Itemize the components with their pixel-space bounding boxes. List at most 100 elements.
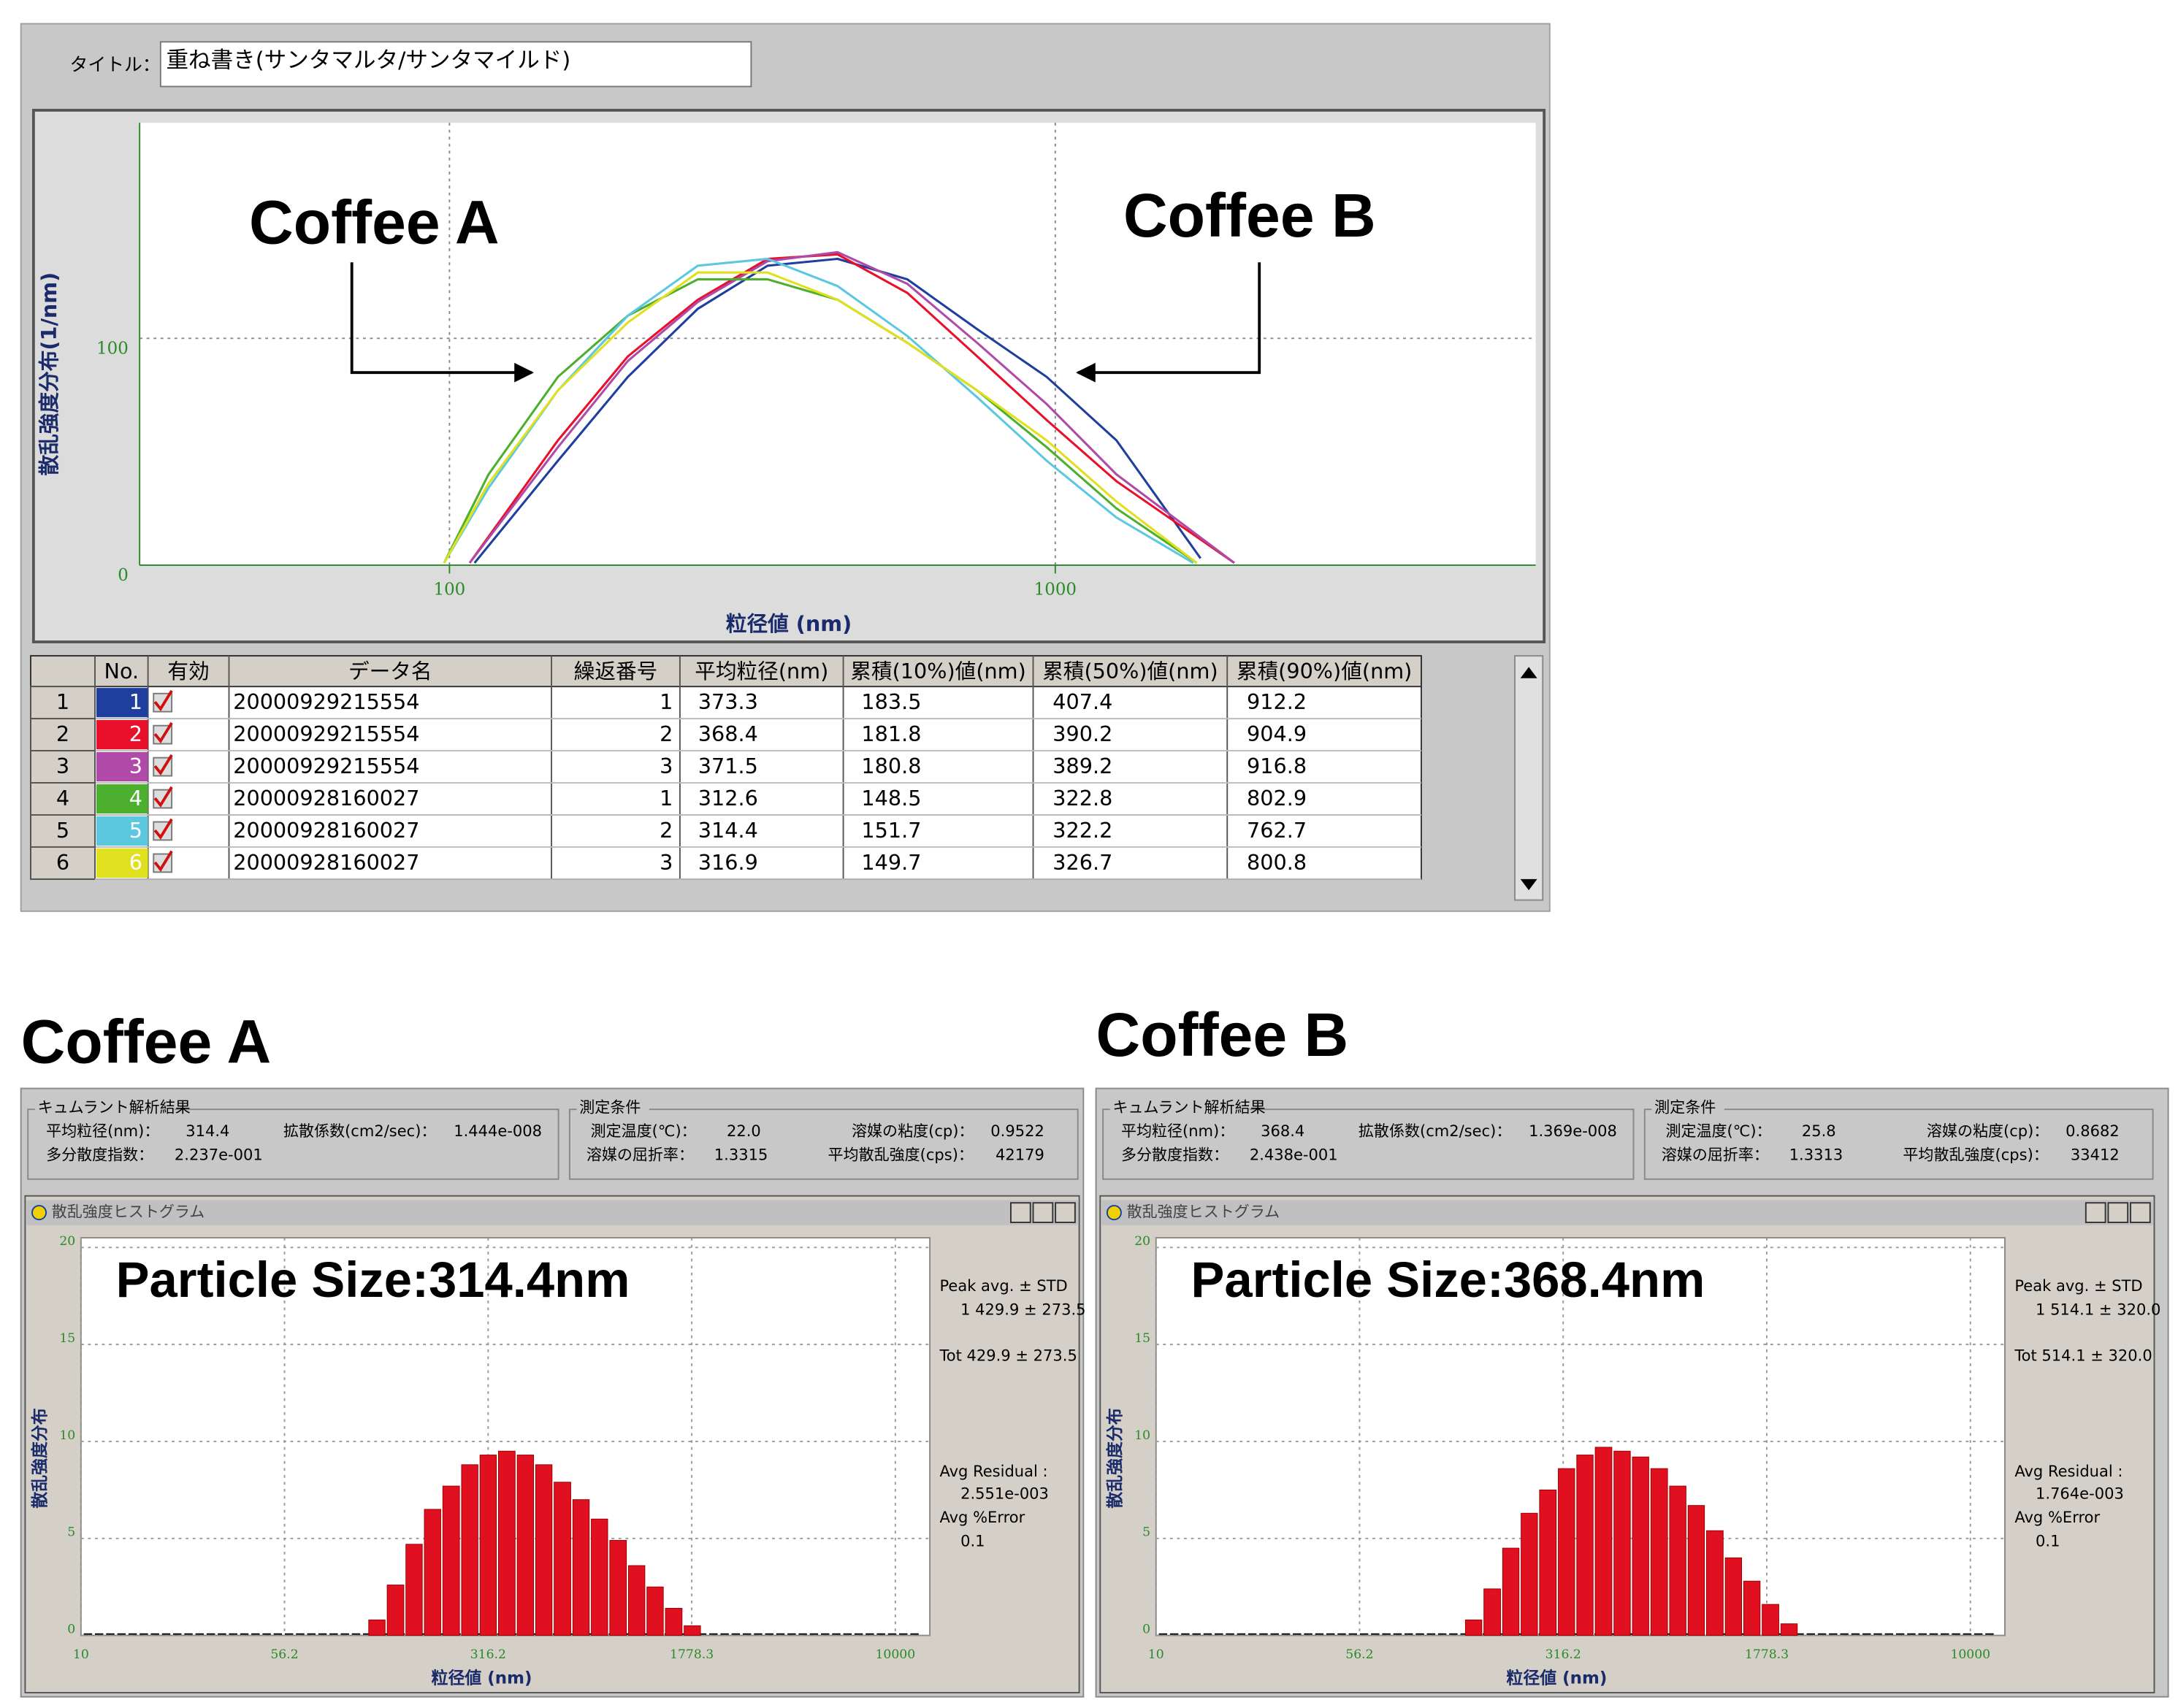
info-value: 314.4 bbox=[186, 1122, 229, 1140]
check-mark bbox=[153, 786, 173, 808]
bar bbox=[1502, 1547, 1520, 1636]
cell: 326.7 bbox=[1052, 850, 1112, 875]
table bbox=[30, 655, 1422, 880]
column-header: No. bbox=[104, 659, 140, 683]
cell: 1 bbox=[660, 786, 673, 811]
x-tick-label: 1778.3 bbox=[670, 1647, 714, 1662]
y-tick-label: 100 bbox=[96, 340, 129, 359]
scrollbar[interactable] bbox=[1514, 655, 1544, 901]
cell: 20000929215554 bbox=[233, 754, 419, 778]
group-box bbox=[568, 1108, 1079, 1180]
bar bbox=[1521, 1512, 1538, 1636]
window-button[interactable] bbox=[2107, 1202, 2129, 1223]
x-axis-label: 粒径値 (nm) bbox=[1506, 1668, 1607, 1688]
info-label: 溶媒の粘度(cp)： bbox=[852, 1122, 974, 1140]
cell: 316.9 bbox=[698, 850, 758, 875]
group-title: キュムラント解析結果 bbox=[1112, 1098, 1265, 1116]
annotation: Coffee B bbox=[1123, 181, 1376, 250]
bar bbox=[572, 1499, 590, 1636]
cell: 390.2 bbox=[1052, 721, 1112, 746]
row-no: 5 bbox=[129, 818, 142, 843]
window-button[interactable] bbox=[1032, 1202, 1054, 1223]
row-header bbox=[30, 814, 96, 848]
cell: 151.7 bbox=[861, 818, 921, 843]
y-tick-label: 10 bbox=[1134, 1428, 1150, 1443]
cell: 371.5 bbox=[698, 754, 758, 778]
info-label: 平均散乱強度(cps)： bbox=[828, 1145, 974, 1163]
bar bbox=[1576, 1455, 1594, 1636]
info-value: 33412 bbox=[2071, 1145, 2120, 1163]
bar bbox=[405, 1544, 423, 1636]
info-label: 拡散係数(cm2/sec)： bbox=[283, 1122, 436, 1140]
x-tick-label: 56.2 bbox=[1345, 1647, 1373, 1662]
bar bbox=[1650, 1468, 1668, 1636]
check-mark bbox=[153, 721, 173, 744]
row-header bbox=[30, 782, 96, 816]
info-value: 1.444e-008 bbox=[454, 1122, 542, 1140]
bar bbox=[1743, 1580, 1761, 1636]
window-title: 散乱強度ヒストグラム bbox=[1127, 1203, 1280, 1221]
bar bbox=[1632, 1456, 1649, 1636]
bar bbox=[479, 1455, 497, 1636]
bar bbox=[1594, 1447, 1613, 1636]
info-value: 0.8682 bbox=[2066, 1122, 2120, 1140]
info-value: 2.438e-001 bbox=[1250, 1145, 1338, 1163]
group-title: 測定条件 bbox=[579, 1098, 641, 1116]
stats-text: 1 514.1 ± 320.0 bbox=[2036, 1300, 2160, 1318]
bar bbox=[1558, 1468, 1575, 1636]
y-tick-label: 15 bbox=[59, 1331, 75, 1346]
cell: 800.8 bbox=[1247, 850, 1307, 875]
y-tick-label: 20 bbox=[1134, 1234, 1150, 1249]
check-mark bbox=[153, 754, 173, 776]
x-axis-label: 粒径値 (nm) bbox=[432, 1668, 532, 1688]
cell: 322.2 bbox=[1052, 818, 1112, 843]
window-icon bbox=[1106, 1205, 1122, 1221]
bar bbox=[1780, 1623, 1798, 1636]
column-header: 繰返番号 bbox=[574, 659, 658, 683]
window-button[interactable] bbox=[2130, 1202, 2151, 1223]
stats-text: Avg Residual : bbox=[939, 1462, 1047, 1480]
row-color bbox=[96, 848, 148, 878]
info-value: 1.3313 bbox=[1789, 1145, 1843, 1163]
group-title-bg bbox=[1651, 1099, 1724, 1119]
x-tick-label: 316.2 bbox=[1545, 1647, 1581, 1662]
info-label: 多分散度指数： bbox=[46, 1145, 153, 1163]
row-no: 1 bbox=[129, 689, 142, 714]
x-tick-label: 10000 bbox=[875, 1647, 915, 1662]
window-title: 散乱強度ヒストグラム bbox=[52, 1203, 205, 1221]
title-input[interactable] bbox=[159, 41, 752, 88]
info-value: 25.8 bbox=[1802, 1122, 1836, 1140]
row-label: 3 bbox=[56, 754, 69, 778]
check-mark bbox=[153, 689, 173, 712]
info-label: 平均粒径(nm)： bbox=[46, 1122, 159, 1140]
cell: 181.8 bbox=[861, 721, 921, 746]
x-tick-label: 316.2 bbox=[470, 1647, 506, 1662]
group-title-bg bbox=[1109, 1099, 1250, 1119]
row-no: 2 bbox=[129, 721, 142, 746]
table-header bbox=[30, 655, 1422, 688]
cell: 368.4 bbox=[698, 721, 758, 746]
bar bbox=[665, 1607, 683, 1636]
x-tick-label: 10 bbox=[73, 1647, 89, 1662]
row-color bbox=[96, 816, 148, 846]
row-color bbox=[96, 784, 148, 814]
stats-text: Avg %Error bbox=[939, 1508, 1025, 1526]
bar bbox=[442, 1485, 460, 1636]
cell: 916.8 bbox=[1247, 754, 1307, 778]
cell: 322.8 bbox=[1052, 786, 1112, 811]
window-button[interactable] bbox=[1009, 1202, 1031, 1223]
cell: 183.5 bbox=[861, 689, 921, 714]
column-header: 有効 bbox=[167, 659, 209, 683]
stats-text: 1.764e-003 bbox=[2036, 1485, 2124, 1503]
info-value: 2.237e-001 bbox=[175, 1145, 263, 1163]
bar bbox=[1483, 1588, 1501, 1636]
bar bbox=[554, 1482, 571, 1636]
plot-area bbox=[140, 123, 1536, 565]
window-button[interactable] bbox=[2085, 1202, 2106, 1223]
y-tick-label: 5 bbox=[1142, 1525, 1150, 1540]
cell: 180.8 bbox=[861, 754, 921, 778]
window-button[interactable] bbox=[1055, 1202, 1076, 1223]
bar bbox=[516, 1455, 535, 1636]
